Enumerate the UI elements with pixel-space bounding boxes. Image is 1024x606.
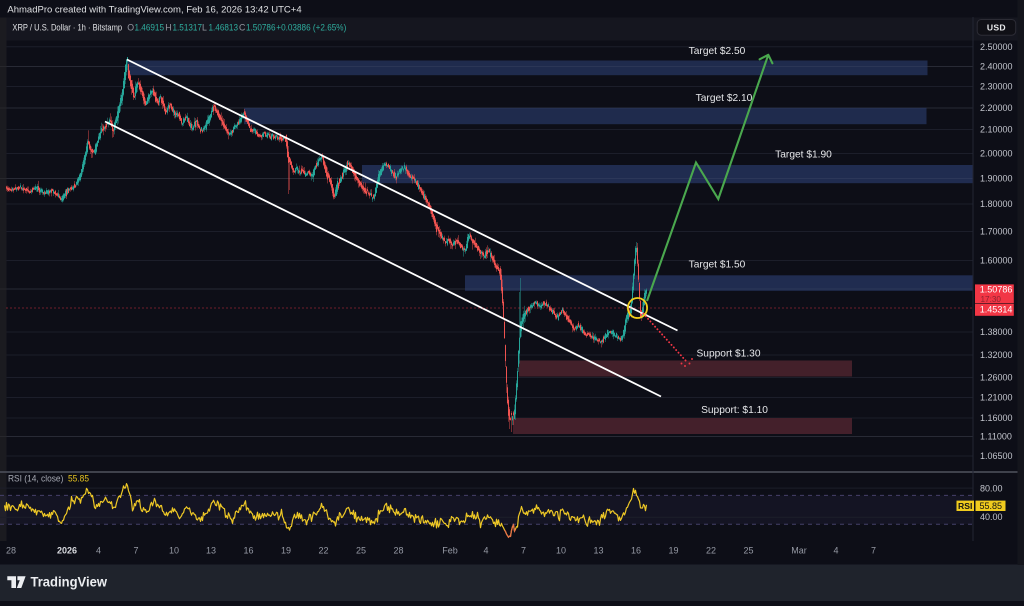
svg-text:1.38000: 1.38000: [980, 327, 1013, 337]
svg-text:1.16000: 1.16000: [980, 413, 1013, 423]
svg-text:1.26000: 1.26000: [980, 373, 1013, 383]
svg-text:7: 7: [521, 545, 526, 555]
svg-text:16: 16: [631, 545, 641, 555]
svg-text:Support $1.30: Support $1.30: [696, 349, 760, 360]
svg-text:2.00000: 2.00000: [980, 149, 1013, 159]
svg-text:Target $2.50: Target $2.50: [689, 46, 746, 57]
svg-text:25: 25: [743, 545, 753, 555]
svg-text:1.80000: 1.80000: [980, 199, 1013, 209]
svg-text:2.10000: 2.10000: [980, 125, 1013, 135]
svg-text:1.21000: 1.21000: [980, 393, 1013, 403]
svg-text:1.11000: 1.11000: [980, 432, 1012, 442]
svg-text:L: L: [202, 23, 207, 33]
svg-text:1.50786: 1.50786: [980, 284, 1013, 294]
svg-text:17:30: 17:30: [981, 295, 1002, 304]
svg-text:1.45314: 1.45314: [980, 305, 1013, 315]
svg-text:2.20000: 2.20000: [980, 103, 1013, 113]
svg-text:1.60000: 1.60000: [980, 256, 1013, 266]
svg-text:10: 10: [169, 545, 179, 555]
svg-text:55.85: 55.85: [980, 501, 1003, 511]
svg-text:28: 28: [393, 545, 403, 555]
svg-text:1.32000: 1.32000: [980, 350, 1013, 360]
svg-text:19: 19: [668, 545, 678, 555]
svg-text:RSI: RSI: [958, 501, 972, 511]
svg-text:2.40000: 2.40000: [980, 62, 1013, 72]
svg-text:4: 4: [833, 545, 838, 555]
svg-text:Mar: Mar: [791, 545, 807, 555]
svg-text:13: 13: [206, 545, 216, 555]
svg-text:Target $1.90: Target $1.90: [775, 150, 832, 161]
svg-text:22: 22: [318, 545, 328, 555]
svg-text:Target $2.10: Target $2.10: [696, 93, 753, 104]
svg-text:O: O: [127, 23, 134, 33]
svg-text:1.46915: 1.46915: [135, 23, 165, 33]
svg-text:1.06500: 1.06500: [980, 451, 1013, 461]
svg-text:+0.03886 (+2.65%): +0.03886 (+2.65%): [276, 23, 346, 33]
svg-text:USD: USD: [987, 22, 1006, 32]
svg-text:2.50000: 2.50000: [980, 42, 1013, 52]
svg-text:1.70000: 1.70000: [980, 227, 1013, 237]
svg-text:10: 10: [556, 545, 566, 555]
svg-text:2026: 2026: [57, 545, 77, 555]
svg-text:1.46813: 1.46813: [209, 23, 239, 33]
svg-text:C: C: [239, 23, 246, 33]
svg-text:H: H: [165, 23, 171, 33]
svg-text:28: 28: [6, 545, 16, 555]
svg-text:1.50786: 1.50786: [246, 23, 276, 33]
svg-text:22: 22: [706, 545, 716, 555]
svg-text:Feb: Feb: [442, 545, 458, 555]
svg-text:80.00: 80.00: [980, 483, 1003, 493]
svg-text:16: 16: [243, 545, 253, 555]
svg-text:AhmadPro created with TradingV: AhmadPro created with TradingView.com, F…: [7, 5, 301, 16]
svg-text:7: 7: [133, 545, 138, 555]
svg-text:Target $1.50: Target $1.50: [689, 260, 746, 271]
svg-text:1.90000: 1.90000: [980, 174, 1013, 184]
svg-text:25: 25: [356, 545, 366, 555]
svg-text:13: 13: [593, 545, 603, 555]
svg-text:4: 4: [483, 545, 488, 555]
svg-text:2.30000: 2.30000: [980, 82, 1013, 92]
svg-text:19: 19: [281, 545, 291, 555]
svg-text:4: 4: [96, 545, 101, 555]
svg-text:40.00: 40.00: [980, 512, 1003, 522]
svg-text:1.51317: 1.51317: [173, 23, 203, 33]
svg-text:XRP / U.S. Dollar · 1h · Bitst: XRP / U.S. Dollar · 1h · Bitstamp: [12, 23, 122, 33]
svg-text:RSI (14, close) 55.85: RSI (14, close) 55.85: [8, 473, 89, 483]
svg-text:Support: $1.10: Support: $1.10: [701, 405, 768, 416]
svg-text:TradingView: TradingView: [31, 574, 108, 589]
svg-text:7: 7: [871, 545, 876, 555]
